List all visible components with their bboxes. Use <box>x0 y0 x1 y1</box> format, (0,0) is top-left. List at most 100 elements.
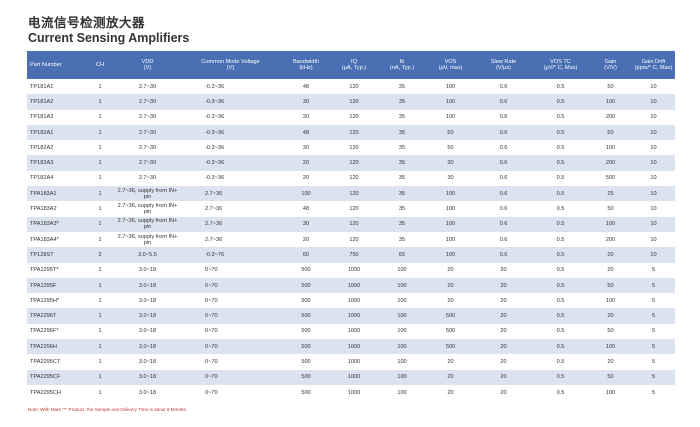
table-cell: 0.5 <box>532 110 589 125</box>
table-cell: 30 <box>282 94 330 109</box>
table-row: TPA183A2 1 2.7~36, supply from IN+ pin 2.7~… <box>27 201 675 216</box>
table-row: TPA183A1 1 2.7~36, supply from IN+ pin 2.7~… <box>27 186 675 201</box>
table-cell: 0.5 <box>532 263 589 278</box>
table-row: TPA1295T* 1 3.0~18 0~70 500 1000 100 20 20 0.5 20 5 <box>27 263 675 278</box>
table-cell: 3.0~18 <box>116 263 179 278</box>
table-cell: 25 <box>589 186 632 201</box>
table-cell: 2 <box>84 247 116 262</box>
table-cell: 0.5 <box>532 94 589 109</box>
table-cell: 100 <box>378 354 426 369</box>
table-cell: 100 <box>589 94 632 109</box>
table-cell: 2.7~36 <box>179 186 282 201</box>
table-cell: TPA1295T* <box>27 263 84 278</box>
table-cell: TP181A1 <box>27 79 84 94</box>
table-cell: 100 <box>378 278 426 293</box>
column-header-unit: (V/V) <box>590 65 631 72</box>
table-cell: 35 <box>378 201 426 216</box>
table-cell: 20 <box>589 247 632 262</box>
table-cell: 1 <box>84 308 116 323</box>
table-cell: 1 <box>84 370 116 385</box>
table-cell: 20 <box>426 278 475 293</box>
table-cell: -0.3~36 <box>179 94 282 109</box>
table-cell: 2.7~30 <box>116 125 179 140</box>
column-header-unit: (μV, max) <box>427 65 474 72</box>
column-header: Gain (V/V) <box>589 51 632 79</box>
table-cell: 3.0~18 <box>116 293 179 308</box>
table-cell: 0.5 <box>532 171 589 186</box>
table-cell: 120 <box>330 171 378 186</box>
table-cell: 120 <box>330 125 378 140</box>
table-cell: 10 <box>632 201 675 216</box>
table-cell: 1000 <box>330 278 378 293</box>
table-cell: 10 <box>632 79 675 94</box>
table-cell: 0.5 <box>532 308 589 323</box>
table-row: TP181A2 1 2.7~30 -0.3~36 30 120 35 100 0.6 0.5 100… <box>27 94 675 109</box>
column-header: VOS (μV, max) <box>426 51 475 79</box>
table-cell: 120 <box>330 232 378 247</box>
table-row: TPA2296H 1 3.0~18 0~70 500 1000 100 500 20 0.5 100… <box>27 339 675 354</box>
column-header: Slew Rate (V/μs) <box>475 51 532 79</box>
table-cell: 100 <box>378 385 426 400</box>
table-row: TPA2296T 1 3.0~18 0~70 500 1000 100 500 20 0.5 20 5 <box>27 308 675 323</box>
table-cell: 5 <box>632 293 675 308</box>
table-cell: 500 <box>426 324 475 339</box>
table-cell: 100 <box>589 140 632 155</box>
table-row: TPA1295H* 1 3.0~18 0~70 500 1000 100 20 20 0.5 100… <box>27 293 675 308</box>
table-cell: 3.0~18 <box>116 385 179 400</box>
table-cell: 5 <box>632 339 675 354</box>
table-cell: 20 <box>475 308 532 323</box>
page-title-chinese: 电流信号检测放大器 <box>28 12 145 31</box>
table-cell: 48 <box>282 125 330 140</box>
table-cell: TP128ST <box>27 247 84 262</box>
footnote: Note: With Mark "*" Product, the Sample … <box>28 407 187 412</box>
table-cell: TP181A3 <box>27 110 84 125</box>
table-cell: 100 <box>426 232 475 247</box>
table-cell: 0~70 <box>179 263 282 278</box>
table-cell: 3.0~18 <box>116 324 179 339</box>
table-row: TP182A1 1 2.7~30 -0.3~36 48 120 35 50 0.6 0.5 50 10 <box>27 125 675 140</box>
table-cell: 20 <box>426 263 475 278</box>
product-table: Part Number CH VDD (V) Common Mode Voltage (V… <box>27 51 675 400</box>
table-cell: 1000 <box>330 354 378 369</box>
page-title-english: Current Sensing Amplifiers <box>28 31 189 45</box>
table-cell: TP182A4 <box>27 171 84 186</box>
table-cell: 0~70 <box>179 278 282 293</box>
table-cell: 0.6 <box>475 94 532 109</box>
table-cell: 100 <box>378 370 426 385</box>
table-cell: 5 <box>632 263 675 278</box>
table-row: TP182A4 1 2.7~30 -0.3~36 20 120 35 30 0.6 0.5 500 1… <box>27 171 675 186</box>
column-header: CH <box>84 51 116 79</box>
table-cell: 0.5 <box>532 247 589 262</box>
column-header: Bandwidth (kHz) <box>282 51 330 79</box>
table-cell: 48 <box>282 79 330 94</box>
table-cell: 5 <box>632 324 675 339</box>
table-cell: 2.7~30 <box>116 79 179 94</box>
column-header-label: Part Number <box>30 62 83 69</box>
table-cell: TP182A3 <box>27 155 84 170</box>
table-cell: TPA2295CH <box>27 385 84 400</box>
table-cell: 1 <box>84 186 116 201</box>
table-cell: 60 <box>282 247 330 262</box>
table-cell: 0.6 <box>475 140 532 155</box>
table-cell: 20 <box>475 324 532 339</box>
table-cell: 10 <box>632 232 675 247</box>
table-cell: 2.7~30 <box>116 140 179 155</box>
column-header: IQ (μA, Typ.) <box>330 51 378 79</box>
table-cell: 200 <box>589 155 632 170</box>
table-cell: -0.3~36 <box>179 125 282 140</box>
table-cell: 120 <box>330 94 378 109</box>
column-header: Common Mode Voltage (V) <box>179 51 282 79</box>
table-cell: 50 <box>426 125 475 140</box>
table-cell: 35 <box>378 79 426 94</box>
table-cell: 500 <box>282 339 330 354</box>
table-cell: 0.6 <box>475 155 532 170</box>
table-cell: 1 <box>84 125 116 140</box>
table-cell: 50 <box>426 140 475 155</box>
column-header: VOS TC (μV/° C, Max) <box>532 51 589 79</box>
table-cell: 10 <box>632 155 675 170</box>
table-cell: 50 <box>589 370 632 385</box>
table-cell: 0.5 <box>532 125 589 140</box>
table-cell: 10 <box>632 94 675 109</box>
table-cell: 0.6 <box>475 247 532 262</box>
table-cell: 100 <box>378 263 426 278</box>
